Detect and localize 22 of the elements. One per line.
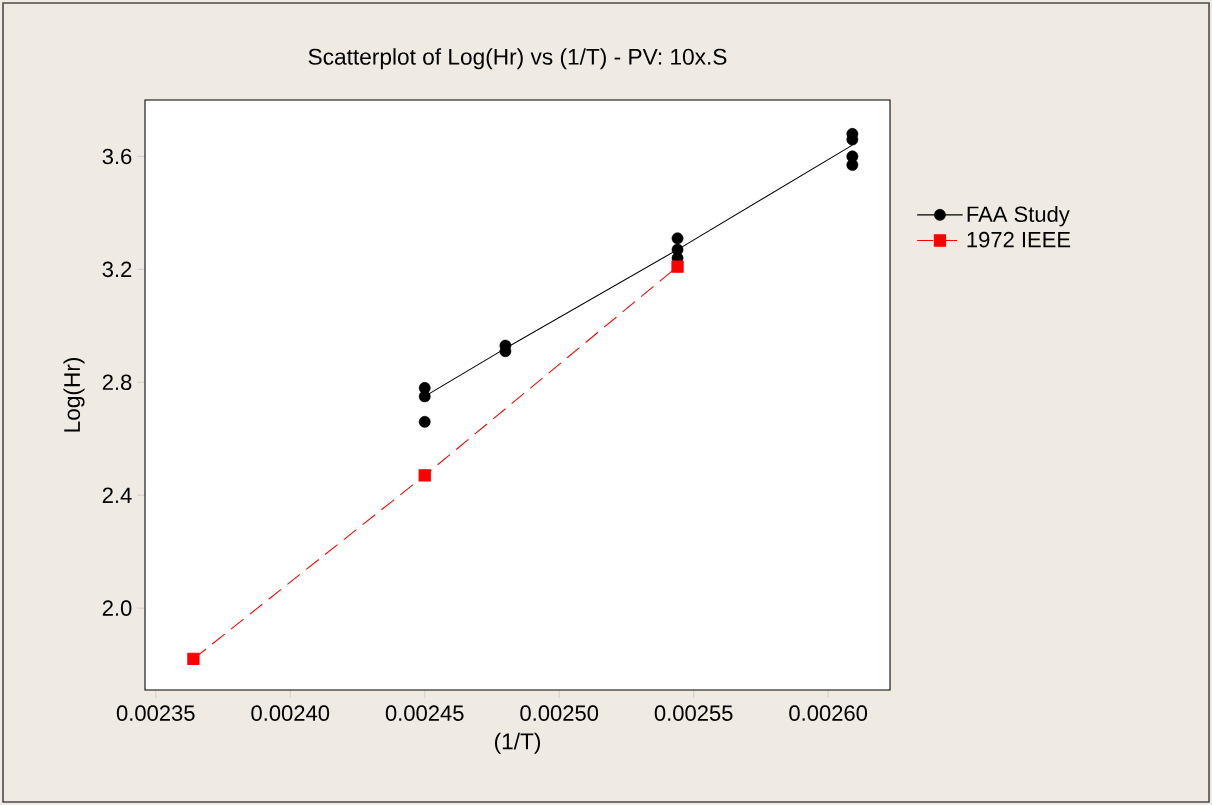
x-tick-label: 0.00235 — [116, 705, 195, 721]
y-tick-label: 2.0 — [102, 600, 132, 616]
point — [418, 469, 431, 482]
point — [187, 652, 200, 666]
chart-title: Scatterplot of Log(Hr) vs (1/T) - PV: 10x.S — [308, 48, 727, 70]
point — [846, 159, 859, 171]
point — [671, 232, 684, 245]
x-axis-title: (1/T) — [494, 732, 541, 754]
point — [418, 415, 431, 428]
x-tick-label: 0.00245 — [385, 705, 464, 721]
legend-label: 1972 IEEE — [967, 231, 1071, 248]
x-tick-label: 0.00255 — [654, 705, 733, 721]
y-tick-label: 2.8 — [102, 374, 132, 391]
x-tick-label: 0.00260 — [789, 705, 868, 721]
y-tick-label: 2.4 — [102, 487, 132, 503]
y-tick-label: 3.2 — [102, 261, 132, 278]
x-tick-label: 0.00250 — [520, 705, 599, 721]
point — [671, 260, 684, 273]
y-tick-label: 3.6 — [102, 148, 132, 165]
x-tick-label: 0.00240 — [251, 705, 330, 721]
y-axis-title: Log(Hr) — [63, 357, 85, 432]
legend-label: FAA Study — [967, 205, 1070, 227]
